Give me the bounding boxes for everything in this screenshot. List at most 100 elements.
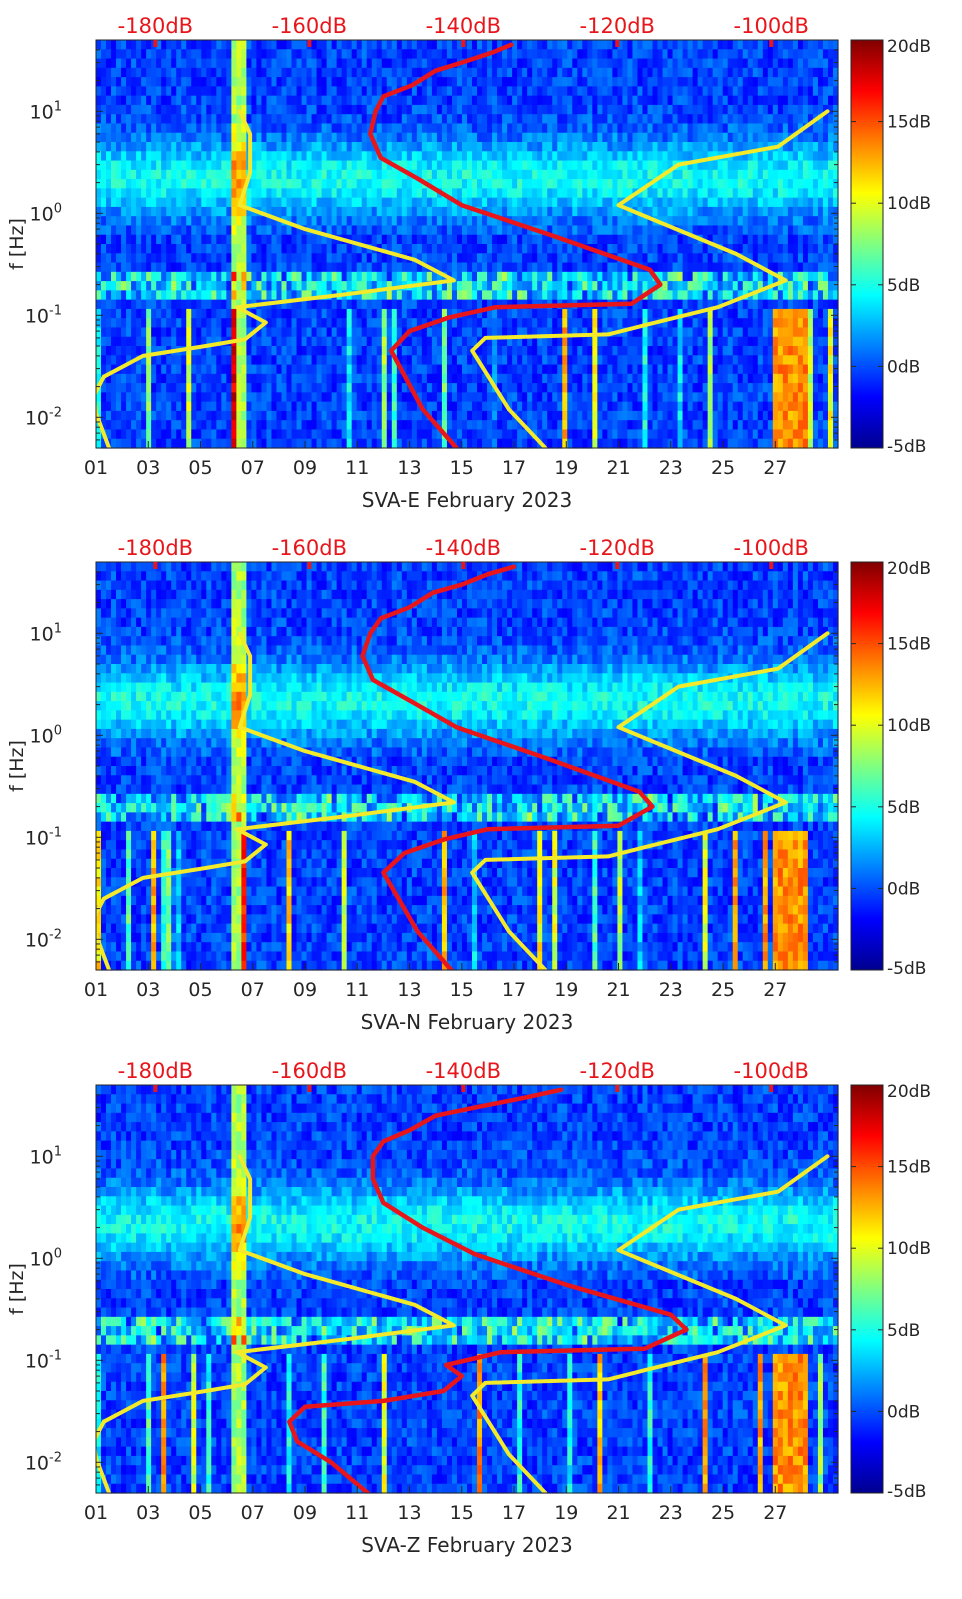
spectrogram-cell <box>547 272 553 282</box>
spectrogram-cell <box>452 188 458 198</box>
spectrogram-cell <box>422 235 428 245</box>
spectrogram-cell <box>557 123 563 133</box>
spectrogram-cell <box>271 68 277 78</box>
spectrogram-cell <box>266 68 272 78</box>
spectrogram-cell <box>622 86 628 96</box>
spectrogram-cell <box>437 383 443 393</box>
spectrogram-cell <box>522 105 528 115</box>
spectrogram-cell <box>582 402 588 412</box>
spectrogram-cell <box>176 300 182 310</box>
spectrogram-cell <box>447 290 453 300</box>
spectrogram-cell <box>502 253 508 263</box>
spectrogram-cell <box>276 179 282 189</box>
spectrogram-cell <box>156 355 162 365</box>
spectrogram-cell <box>552 402 558 412</box>
spectrogram-cell <box>196 161 202 171</box>
spectrogram-cell <box>176 142 182 152</box>
spectrogram-cell <box>653 374 659 384</box>
spectrogram-cell <box>642 429 648 439</box>
spectrogram-cell <box>337 133 343 143</box>
spectrogram-cell <box>647 77 653 87</box>
spectrogram-cell <box>392 114 398 124</box>
spectrogram-cell <box>151 420 157 430</box>
spectrogram-cell <box>612 96 618 106</box>
spectrogram-cell <box>166 383 172 393</box>
spectrogram-cell <box>156 114 162 124</box>
spectrogram-cell <box>482 429 488 439</box>
spectrogram-cell <box>312 337 318 347</box>
spectrogram-cell <box>602 235 608 245</box>
spectrogram-cell <box>632 225 638 235</box>
spectrogram-cell <box>658 151 664 161</box>
spectrogram-cell <box>502 123 508 133</box>
spectrogram-cell <box>612 346 618 356</box>
spectrogram-cell <box>462 96 468 106</box>
spectrogram-cell <box>206 105 212 115</box>
spectrogram-cell <box>597 133 603 143</box>
spectrogram-cell <box>362 383 368 393</box>
spectrogram-cell <box>612 170 618 180</box>
spectrogram-cell <box>287 179 293 189</box>
spectrogram-cell <box>397 263 403 273</box>
spectrogram-cell <box>532 216 538 226</box>
spectrogram-cell <box>191 337 197 347</box>
spectrogram-cell <box>327 346 333 356</box>
spectrogram-cell <box>116 207 122 217</box>
spectrogram-cell <box>251 225 257 235</box>
spectrogram-cell <box>226 133 232 143</box>
spectrogram-cell <box>552 123 558 133</box>
spectrogram-cell <box>211 77 217 87</box>
spectrogram-cell <box>166 318 172 328</box>
spectrogram-cell <box>276 253 282 263</box>
spectrogram-cell <box>251 77 257 87</box>
spectrogram-cell <box>653 161 659 171</box>
spectrogram-cell <box>126 96 132 106</box>
spectrogram-cell <box>647 225 653 235</box>
spectrogram-cell <box>236 235 242 245</box>
spectrogram-cell <box>111 179 117 189</box>
spectrogram-cell <box>126 392 132 402</box>
spectrogram-cell <box>447 365 453 375</box>
spectrogram-cell <box>462 105 468 115</box>
spectrogram-cell <box>632 383 638 393</box>
spectrogram-cell <box>211 151 217 161</box>
spectrogram-cell <box>302 253 308 263</box>
spectrogram-cell <box>542 49 548 59</box>
spectrogram-cell <box>607 439 613 449</box>
spectrogram-cell <box>332 281 338 291</box>
spectrogram-cell <box>201 133 207 143</box>
spectrogram-cell <box>302 59 308 69</box>
spectrogram-cell <box>387 142 393 152</box>
spectrogram-cell <box>357 161 363 171</box>
spectrogram-cell <box>562 216 568 226</box>
spectrogram-cell <box>322 40 328 50</box>
spectrogram-cell <box>357 355 363 365</box>
spectrogram-cell <box>191 59 197 69</box>
spectrogram-cell <box>402 318 408 328</box>
spectrogram-cell <box>567 263 573 273</box>
spectrogram-cell <box>196 318 202 328</box>
spectrogram-cell <box>467 161 473 171</box>
spectrogram-cell <box>362 77 368 87</box>
spectrogram-cell <box>161 337 167 347</box>
spectrogram-cell <box>422 272 428 282</box>
spectrogram-cell <box>412 309 418 319</box>
spectrogram-cell <box>367 365 373 375</box>
spectrogram-cell <box>627 142 633 152</box>
spectrogram-cell <box>512 374 518 384</box>
spectrogram-cell <box>337 253 343 263</box>
spectrogram-cell <box>552 290 558 300</box>
spectrogram-cell <box>261 161 267 171</box>
spectrogram-cell <box>221 392 227 402</box>
spectrogram-cell <box>282 40 288 50</box>
spectrogram-cell <box>292 77 298 87</box>
spectrogram-cell <box>196 374 202 384</box>
spectrogram-cell <box>292 402 298 412</box>
spectrogram-cell <box>542 179 548 189</box>
spectrogram-cell <box>532 68 538 78</box>
spectrogram-cell <box>166 225 172 235</box>
spectrogram-cell <box>106 300 112 310</box>
spectrogram-cell <box>442 383 448 393</box>
spectrogram-cell <box>597 411 603 421</box>
spectrogram-cell <box>136 374 142 384</box>
